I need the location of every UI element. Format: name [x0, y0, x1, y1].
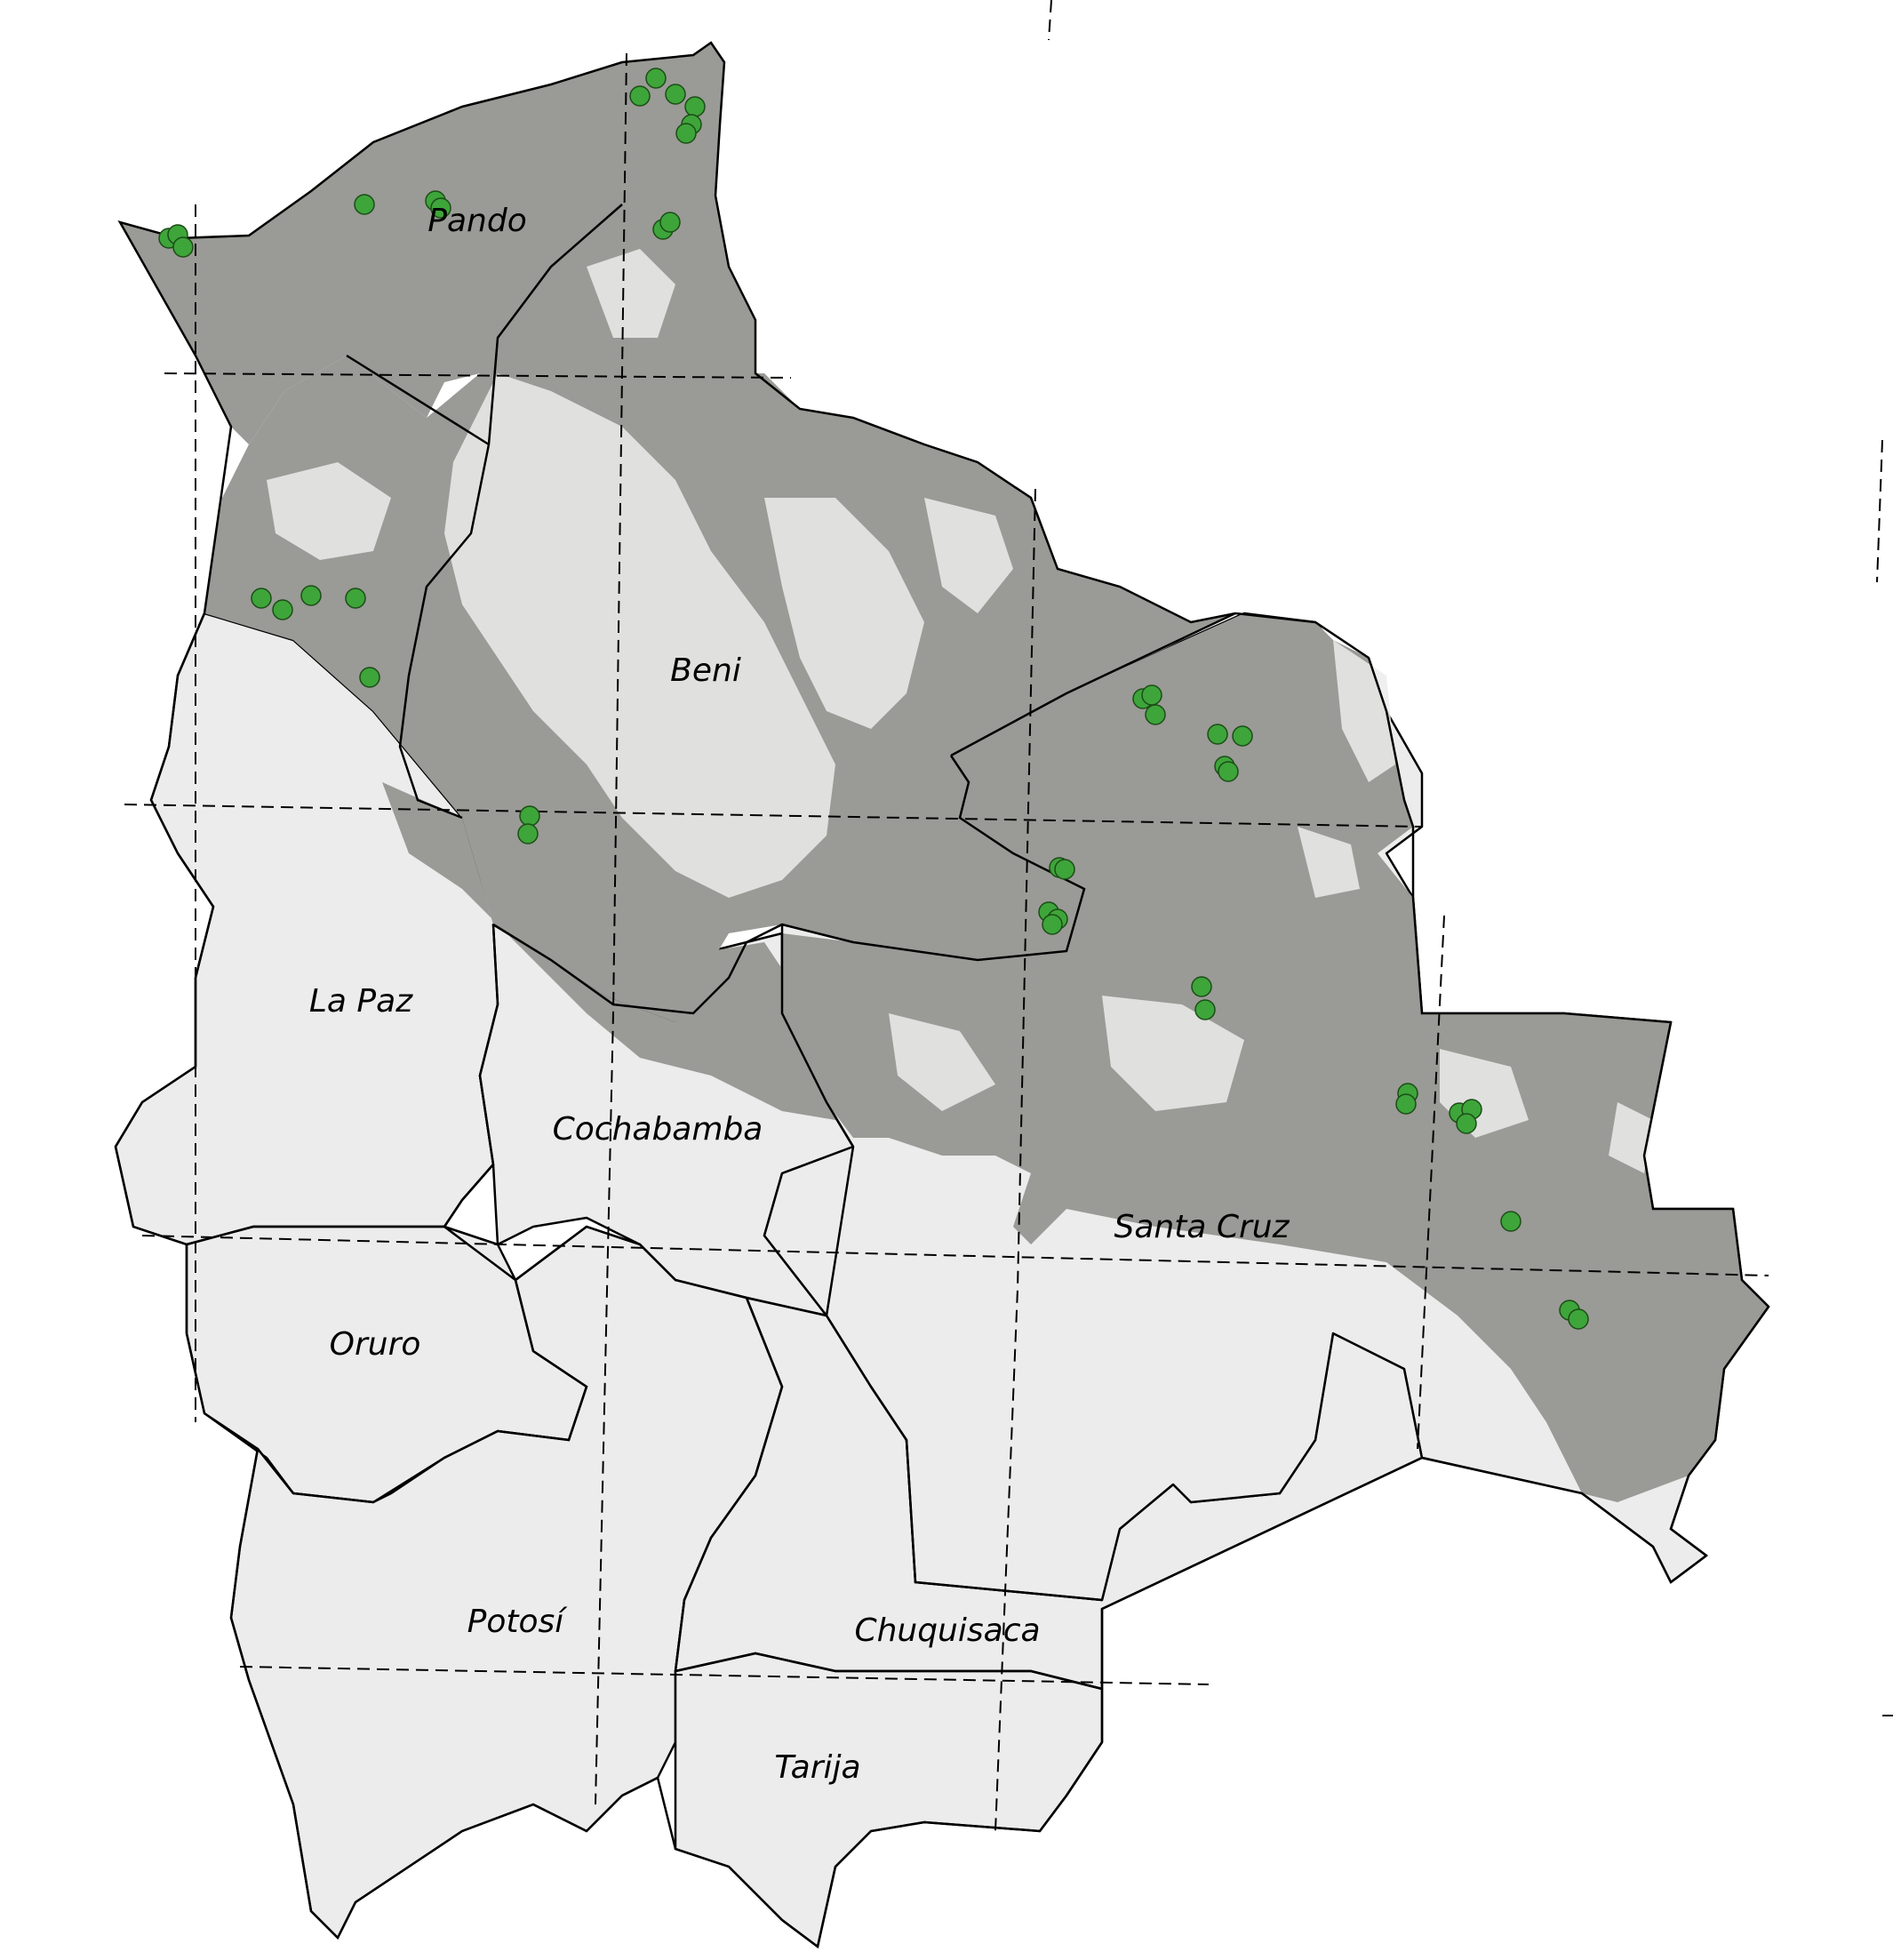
department-labels: Pando Beni La Paz Cochabamba Santa Cruz …: [309, 203, 1290, 1786]
occurrence-point: [1042, 914, 1063, 935]
occurrence-point: [1054, 859, 1075, 880]
label-santa-cruz: Santa Cruz: [1114, 1209, 1290, 1245]
region-tarija: [674, 1652, 1104, 1948]
occurrence-point: [1232, 725, 1253, 747]
label-tarija: Tarija: [774, 1749, 860, 1786]
label-pando: Pando: [427, 203, 526, 239]
label-oruro: Oruro: [330, 1326, 421, 1363]
occurrence-point: [430, 197, 451, 219]
dashed-grid: [124, 0, 1893, 1832]
occurrence-point: [1500, 1211, 1522, 1232]
forest-cochabamba: [382, 782, 835, 1120]
non-forest-patches: [267, 249, 1653, 1173]
occurrence-point: [675, 123, 697, 144]
occurrence-point: [629, 85, 651, 107]
occurrence-points: [158, 68, 1589, 1330]
occurrence-point: [1395, 1093, 1417, 1115]
occurrence-point: [272, 599, 293, 620]
label-potosi: Potosí: [467, 1604, 569, 1640]
forest-pando: [120, 43, 755, 444]
department-boundaries: [114, 41, 1770, 1949]
occurrence-point: [1218, 761, 1239, 782]
occurrence-point: [1145, 704, 1166, 725]
occurrence-point: [345, 588, 366, 609]
occurrence-point: [1141, 684, 1162, 706]
occurrence-point: [251, 588, 272, 609]
occurrence-point: [517, 823, 539, 844]
label-beni: Beni: [670, 652, 741, 689]
occurrence-point: [1191, 976, 1212, 997]
occurrence-point: [1194, 999, 1216, 1020]
label-la-paz: La Paz: [309, 983, 413, 1020]
occurrence-point: [645, 68, 667, 89]
forest-santa-cruz-north: [782, 613, 1769, 1502]
occurrence-point: [659, 212, 681, 233]
occurrence-point: [1568, 1308, 1589, 1330]
label-cochabamba: Cochabamba: [553, 1111, 763, 1148]
occurrence-point: [1456, 1113, 1477, 1134]
occurrence-point: [172, 236, 194, 258]
occurrence-point: [519, 805, 540, 827]
occurrence-point: [354, 194, 375, 215]
occurrence-point: [359, 667, 380, 688]
label-chuquisaca: Chuquisaca: [854, 1612, 1040, 1649]
occurrence-point: [1207, 724, 1228, 745]
occurrence-point: [300, 585, 322, 606]
occurrence-point: [684, 96, 706, 117]
occurrence-point: [665, 84, 686, 105]
